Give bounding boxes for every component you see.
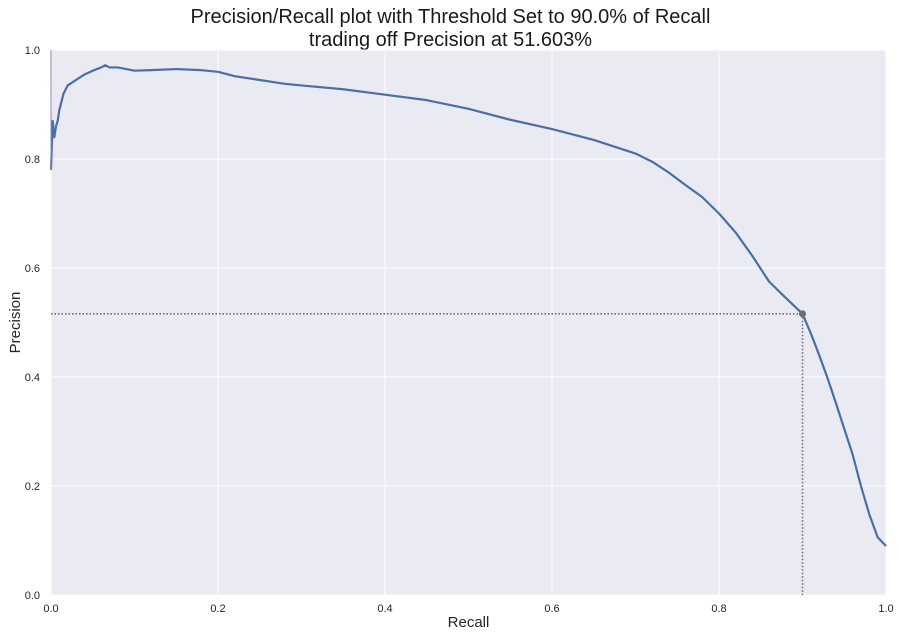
y-tick-label: 0.6 — [25, 263, 40, 275]
precision-recall-curve — [49, 64, 887, 547]
x-tick-label: 0.4 — [377, 603, 392, 615]
y-tick-label: 1.0 — [25, 45, 40, 57]
x-tick-label: 0.8 — [711, 603, 726, 615]
x-tick-label: 0.6 — [544, 603, 559, 615]
y-tick-label: 0.4 — [25, 372, 40, 384]
y-tick-label: 0.2 — [25, 481, 40, 493]
grid-lines — [50, 49, 887, 596]
y-tick-label: 0.0 — [25, 590, 40, 602]
x-tick-label: 0.0 — [43, 603, 58, 615]
y-axis-ticks: 0.0 0.2 0.4 0.6 0.8 1.0 — [25, 45, 40, 602]
y-tick-label: 0.8 — [25, 154, 40, 166]
series-group — [49, 50, 887, 547]
threshold-marker-group — [799, 310, 806, 318]
y-axis-label: Precision — [7, 292, 24, 354]
plot-area — [51, 50, 886, 595]
x-axis-ticks: 0.0 0.2 0.4 0.6 0.8 1.0 — [43, 603, 893, 615]
chart-title-line-2: trading off Precision at 51.603% — [308, 29, 593, 51]
x-tick-label: 0.2 — [210, 603, 225, 615]
threshold-lines — [51, 312, 804, 595]
x-tick-label: 1.0 — [878, 603, 893, 615]
x-axis-label: Recall — [448, 614, 490, 631]
chart-title-line-1: Precision/Recall plot with Threshold Set… — [190, 6, 711, 28]
threshold-marker — [799, 310, 806, 318]
